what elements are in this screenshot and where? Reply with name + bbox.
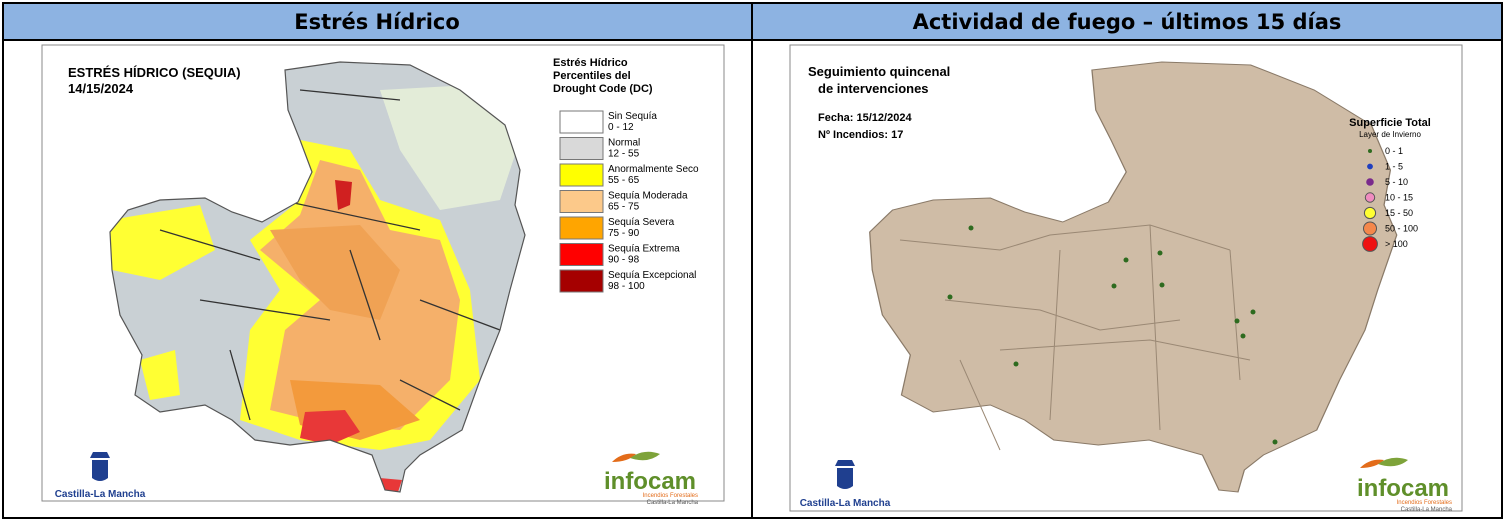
legend-symbol (1363, 237, 1378, 252)
legend-label: 1 - 5 (1385, 162, 1403, 172)
map-title: Seguimiento quincenal (808, 64, 950, 79)
legend-swatch (560, 164, 603, 186)
legend-swatch (560, 111, 603, 133)
legend-range: 12 - 55 (608, 149, 640, 160)
legend-title: Percentiles del (553, 70, 631, 82)
page: Estrés Hídrico Actividad de fuego – últi… (0, 0, 1505, 521)
legend-swatch (560, 191, 603, 213)
legend-title: Estrés Hídrico (553, 57, 628, 69)
legend-label: 10 - 15 (1385, 193, 1413, 203)
legend-label: 15 - 50 (1385, 208, 1413, 218)
map-date: 14/15/2024 (68, 81, 134, 96)
legend-swatch (560, 138, 603, 160)
legend-range: 98 - 100 (608, 281, 645, 292)
logo-sub: Incendios Forestales (643, 493, 698, 499)
legend-symbol (1367, 164, 1373, 170)
map-date: Fecha: 15/12/2024 (818, 112, 912, 124)
legend-symbol (1364, 222, 1377, 235)
legend-label: Sin Sequía (608, 111, 657, 122)
legend-symbol (1368, 149, 1372, 153)
legend-range: 65 - 75 (608, 202, 640, 213)
fire-count: Nº Incendios: 17 (818, 129, 903, 141)
legend-label: Normal (608, 138, 640, 149)
header-cell: Estrés Hídrico (294, 10, 460, 34)
legend-label: > 100 (1385, 239, 1408, 249)
legend-label: Sequía Moderada (608, 191, 688, 202)
legend-swatch (560, 217, 603, 239)
legend-symbol (1366, 178, 1374, 186)
legend-label: Anormalmente Seco (608, 164, 699, 175)
legend-label: Sequía Excepcional (608, 270, 696, 281)
logo-sub: Castilla-La Mancha (647, 500, 699, 506)
header-cell: Actividad de fuego – últimos 15 días (913, 10, 1342, 34)
legend-label: Sequía Extrema (608, 244, 680, 255)
map-title: ESTRÉS HÍDRICO (SEQUIA) (68, 65, 241, 80)
logo-text: Castilla-La Mancha (55, 489, 146, 500)
logo-sub: Castilla-La Mancha (1401, 507, 1453, 513)
logo-text: infocam (604, 468, 696, 495)
legend-swatch (560, 244, 603, 266)
report-table: Estrés Hídrico Actividad de fuego – últi… (0, 0, 1505, 521)
legend-label: Sequía Severa (608, 217, 675, 228)
legend-title: Drought Code (DC) (553, 83, 653, 95)
legend-swatch (560, 270, 603, 292)
legend-range: 55 - 65 (608, 175, 640, 186)
logo-text: infocam (1357, 475, 1449, 502)
legend-range: 0 - 12 (608, 122, 634, 133)
logo-sub: Incendios Forestales (1397, 500, 1452, 506)
legend-label: 50 - 100 (1385, 224, 1418, 234)
legend-label: 0 - 1 (1385, 146, 1403, 156)
map-title: de intervenciones (818, 81, 929, 96)
legend-symbol (1364, 207, 1375, 218)
legend-range: 90 - 98 (608, 255, 640, 266)
legend-title: Superficie Total (1349, 117, 1431, 129)
logo-text: Castilla-La Mancha (800, 498, 891, 509)
legend-symbol (1365, 193, 1374, 202)
legend-label: 5 - 10 (1385, 177, 1408, 187)
legend-subtitle: Layer de Invierno (1359, 130, 1421, 139)
legend-range: 75 - 90 (608, 228, 640, 239)
